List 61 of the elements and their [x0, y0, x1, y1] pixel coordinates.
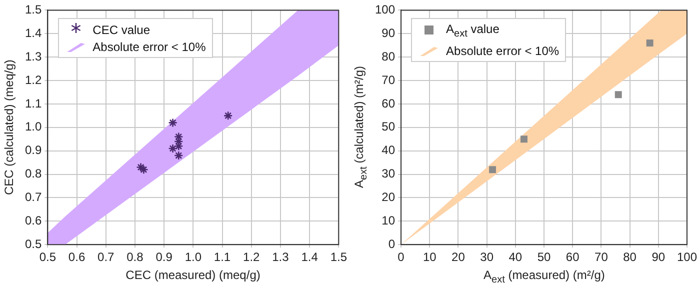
- legend-label: Absolute error < 10%: [446, 42, 560, 59]
- x-tick-label: 20: [452, 250, 466, 264]
- y-tick-label: 0.9: [24, 143, 42, 158]
- legend-label: Absolute error < 10%: [92, 39, 206, 56]
- x-tick-label: 10: [422, 250, 437, 264]
- y-tick-label: 20: [382, 190, 396, 204]
- y-tick-label: 80: [382, 49, 396, 64]
- point: [614, 91, 622, 98]
- x-tick-label: 0.9: [156, 250, 173, 264]
- y-tick-label: 1.4: [24, 26, 42, 40]
- y-tick-label: 1.5: [24, 2, 42, 17]
- x-tick-label: 0.8: [126, 250, 144, 264]
- x-tick-label: 0.7: [98, 250, 115, 264]
- x-tick-label: 0: [398, 250, 405, 264]
- y-tick-label: 1.2: [24, 72, 42, 87]
- y-tick-label: 1.0: [24, 120, 42, 134]
- x-tick-label: 1.5: [330, 250, 348, 264]
- point: [136, 162, 146, 172]
- x-tick-label: 50: [537, 250, 551, 264]
- x-tick-label: 40: [508, 250, 522, 264]
- legend-label: CEC value: [92, 22, 150, 38]
- x-tick-label: 60: [566, 250, 580, 264]
- x-tick-label: 100: [676, 250, 698, 264]
- y-tick-label: 50: [382, 120, 396, 134]
- x-tick-label: 1.0: [184, 250, 202, 264]
- x-tick-label: 1.4: [301, 250, 318, 264]
- x-tick-label: 80: [623, 250, 637, 264]
- point: [168, 118, 178, 128]
- point: [489, 166, 496, 174]
- y-tick-label: 30: [382, 166, 396, 181]
- x-axis-title: A$_{ext}$ (measured) (m²/g): [484, 268, 605, 286]
- y-tick-label: 0: [388, 236, 396, 251]
- y-tick-label: 1.3: [24, 49, 42, 64]
- legend-label: A$_{ext}$ value: [446, 21, 500, 42]
- x-tick-label: 1.1: [214, 250, 231, 264]
- y-tick-label: 0.5: [24, 236, 42, 251]
- x-tick-label: 30: [480, 250, 494, 264]
- point: [520, 136, 528, 143]
- point: [139, 164, 148, 174]
- y-tick-label: 100: [374, 2, 396, 17]
- x-tick-label: 90: [652, 250, 666, 264]
- y-tick-label: 60: [382, 96, 396, 110]
- y-tick-label: 90: [382, 26, 396, 40]
- x-tick-label: 70: [594, 250, 608, 264]
- y-tick-label: 1.1: [24, 96, 42, 110]
- point: [174, 150, 184, 160]
- point: [223, 111, 233, 120]
- y-axis-title: CEC (calculated) (meq/g): [2, 60, 16, 195]
- y-tick-label: 0.6: [24, 213, 42, 228]
- x-axis-title: CEC (measured) (meq/g): [126, 268, 260, 282]
- y-tick-label: 0.8: [24, 166, 42, 181]
- point: [168, 144, 178, 154]
- y-tick-label: 40: [382, 143, 396, 158]
- x-tick-label: 0.5: [39, 250, 56, 264]
- y-tick-label: 70: [382, 72, 396, 87]
- y-tick-label: 10: [382, 213, 396, 228]
- x-tick-label: 0.6: [68, 250, 86, 264]
- y-tick-label: 0.7: [24, 190, 42, 204]
- point: [646, 40, 654, 46]
- x-tick-label: 1.3: [272, 250, 290, 264]
- x-tick-label: 1.2: [243, 250, 260, 264]
